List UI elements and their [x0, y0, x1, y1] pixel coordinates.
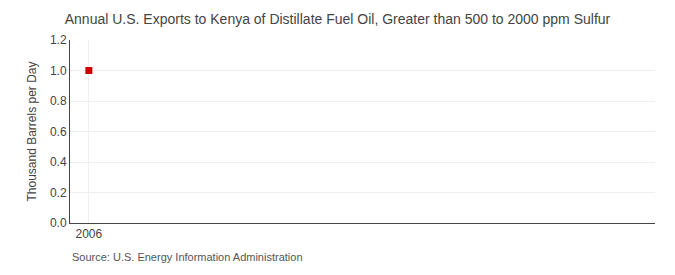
svg-text:Thousand Barrels per Day: Thousand Barrels per Day [25, 61, 39, 201]
svg-text:1.0: 1.0 [50, 64, 67, 78]
svg-text:2006: 2006 [76, 227, 103, 241]
svg-text:Source: U.S. Energy Informatio: Source: U.S. Energy Information Administ… [72, 251, 303, 263]
svg-text:0.0: 0.0 [50, 216, 67, 230]
svg-text:Annual U.S. Exports to Kenya o: Annual U.S. Exports to Kenya of Distilla… [65, 11, 611, 27]
svg-text:0.6: 0.6 [50, 125, 67, 139]
svg-text:0.4: 0.4 [50, 155, 67, 169]
svg-text:0.2: 0.2 [50, 186, 67, 200]
svg-text:0.8: 0.8 [50, 94, 67, 108]
svg-text:1.2: 1.2 [50, 33, 67, 47]
